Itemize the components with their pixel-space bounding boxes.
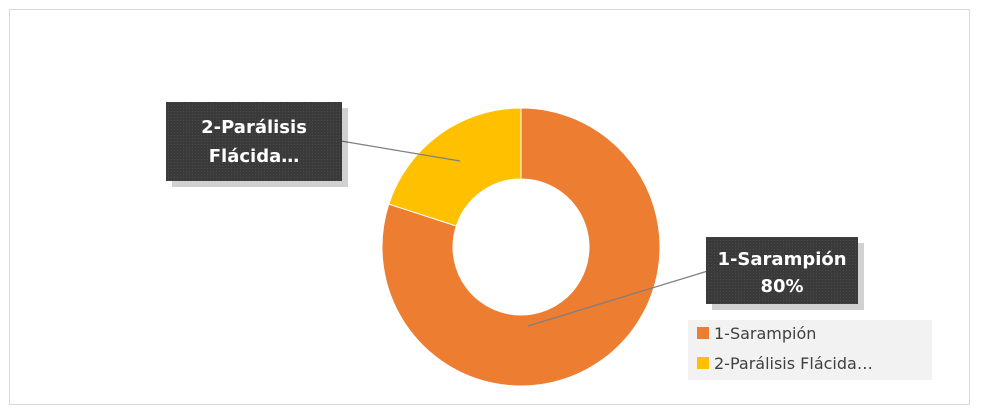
- data-label-sarampion-line2: 80%: [760, 276, 803, 297]
- legend-item-paralisis: 2-Parálisis Flácida…: [714, 354, 873, 373]
- leader-line-sarampion: [527, 269, 712, 327]
- leader-line-paralisis: [334, 139, 461, 162]
- slice-paralisis: [388, 107, 522, 227]
- slices-group: [381, 107, 661, 387]
- data-label-sarampion: 1-Sarampión 80%: [706, 237, 864, 310]
- data-label-paralisis-line1: 2-Parálisis: [201, 117, 307, 138]
- legend: 1-Sarampión 2-Parálisis Flácida…: [688, 320, 932, 380]
- data-label-sarampion-line1: 1-Sarampión: [717, 249, 846, 270]
- slice-sarampion: [381, 107, 661, 387]
- data-label-paralisis: 2-Parálisis Flácida…: [166, 102, 348, 187]
- legend-item-sarampion: 1-Sarampión: [714, 324, 816, 343]
- legend-swatch-sarampion: [697, 327, 709, 339]
- data-label-paralisis-line2: Flácida…: [209, 146, 299, 167]
- legend-swatch-paralisis: [697, 357, 709, 369]
